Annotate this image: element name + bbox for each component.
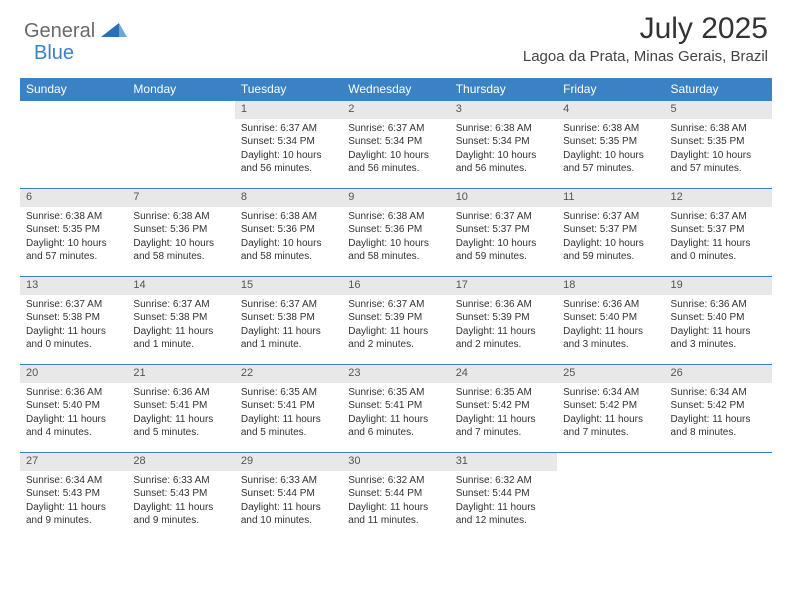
weekday-header: Thursday: [450, 78, 557, 101]
day-detail-row: Sunrise: 6:38 AMSunset: 5:35 PMDaylight:…: [20, 207, 772, 277]
day-detail-cell: Sunrise: 6:38 AMSunset: 5:35 PMDaylight:…: [20, 207, 127, 277]
day-number-cell: 10: [450, 189, 557, 207]
day-number-cell: [20, 101, 127, 119]
day-detail-cell: Sunrise: 6:36 AMSunset: 5:39 PMDaylight:…: [450, 295, 557, 365]
calendar-table: SundayMondayTuesdayWednesdayThursdayFrid…: [20, 78, 772, 541]
day-detail-cell: Sunrise: 6:38 AMSunset: 5:35 PMDaylight:…: [557, 119, 664, 189]
day-number-cell: [127, 101, 234, 119]
day-number-cell: 15: [235, 277, 342, 295]
day-number-cell: 4: [557, 101, 664, 119]
day-detail-cell: Sunrise: 6:38 AMSunset: 5:35 PMDaylight:…: [665, 119, 772, 189]
day-detail-cell: Sunrise: 6:33 AMSunset: 5:44 PMDaylight:…: [235, 471, 342, 541]
day-detail-cell: Sunrise: 6:37 AMSunset: 5:37 PMDaylight:…: [450, 207, 557, 277]
day-number-cell: 31: [450, 453, 557, 471]
day-number-cell: 27: [20, 453, 127, 471]
weekday-header-row: SundayMondayTuesdayWednesdayThursdayFrid…: [20, 78, 772, 101]
day-number-row: 13141516171819: [20, 277, 772, 295]
day-detail-cell: Sunrise: 6:36 AMSunset: 5:40 PMDaylight:…: [665, 295, 772, 365]
day-number-cell: 13: [20, 277, 127, 295]
title-block: July 2025 Lagoa da Prata, Minas Gerais, …: [523, 12, 768, 65]
day-detail-cell: [665, 471, 772, 541]
day-number-row: 12345: [20, 101, 772, 119]
day-number-cell: 23: [342, 365, 449, 383]
header: General Blue July 2025 Lagoa da Prata, M…: [0, 0, 792, 70]
day-detail-cell: Sunrise: 6:37 AMSunset: 5:37 PMDaylight:…: [557, 207, 664, 277]
day-number-row: 20212223242526: [20, 365, 772, 383]
day-number-cell: 30: [342, 453, 449, 471]
location-subtitle: Lagoa da Prata, Minas Gerais, Brazil: [523, 48, 768, 65]
day-detail-cell: Sunrise: 6:38 AMSunset: 5:34 PMDaylight:…: [450, 119, 557, 189]
day-detail-cell: Sunrise: 6:32 AMSunset: 5:44 PMDaylight:…: [450, 471, 557, 541]
logo-text-general: General: [24, 20, 95, 43]
month-title: July 2025: [523, 12, 768, 46]
weekday-header: Friday: [557, 78, 664, 101]
day-number-cell: [665, 453, 772, 471]
day-number-cell: 1: [235, 101, 342, 119]
day-detail-cell: Sunrise: 6:37 AMSunset: 5:34 PMDaylight:…: [342, 119, 449, 189]
day-number-cell: 24: [450, 365, 557, 383]
day-detail-row: Sunrise: 6:37 AMSunset: 5:34 PMDaylight:…: [20, 119, 772, 189]
day-detail-cell: Sunrise: 6:37 AMSunset: 5:38 PMDaylight:…: [127, 295, 234, 365]
day-number-cell: 29: [235, 453, 342, 471]
day-detail-cell: Sunrise: 6:35 AMSunset: 5:41 PMDaylight:…: [235, 383, 342, 453]
day-detail-cell: Sunrise: 6:35 AMSunset: 5:41 PMDaylight:…: [342, 383, 449, 453]
day-number-cell: 5: [665, 101, 772, 119]
day-detail-cell: Sunrise: 6:37 AMSunset: 5:39 PMDaylight:…: [342, 295, 449, 365]
day-detail-row: Sunrise: 6:37 AMSunset: 5:38 PMDaylight:…: [20, 295, 772, 365]
day-detail-cell: Sunrise: 6:36 AMSunset: 5:40 PMDaylight:…: [557, 295, 664, 365]
day-number-cell: 3: [450, 101, 557, 119]
day-detail-row: Sunrise: 6:36 AMSunset: 5:40 PMDaylight:…: [20, 383, 772, 453]
day-number-cell: 21: [127, 365, 234, 383]
day-detail-cell: Sunrise: 6:37 AMSunset: 5:37 PMDaylight:…: [665, 207, 772, 277]
day-detail-cell: Sunrise: 6:34 AMSunset: 5:42 PMDaylight:…: [557, 383, 664, 453]
day-number-cell: 11: [557, 189, 664, 207]
day-detail-cell: Sunrise: 6:36 AMSunset: 5:41 PMDaylight:…: [127, 383, 234, 453]
day-number-cell: 2: [342, 101, 449, 119]
day-detail-cell: Sunrise: 6:37 AMSunset: 5:34 PMDaylight:…: [235, 119, 342, 189]
day-detail-row: Sunrise: 6:34 AMSunset: 5:43 PMDaylight:…: [20, 471, 772, 541]
logo-triangle-icon: [101, 21, 127, 42]
weekday-header: Saturday: [665, 78, 772, 101]
day-number-cell: 25: [557, 365, 664, 383]
weekday-header: Monday: [127, 78, 234, 101]
day-number-cell: 6: [20, 189, 127, 207]
day-number-cell: 12: [665, 189, 772, 207]
day-number-row: 2728293031: [20, 453, 772, 471]
day-number-cell: 9: [342, 189, 449, 207]
logo: General Blue: [24, 20, 127, 43]
weekday-header: Tuesday: [235, 78, 342, 101]
day-number-cell: 26: [665, 365, 772, 383]
day-number-row: 6789101112: [20, 189, 772, 207]
day-number-cell: [557, 453, 664, 471]
day-detail-cell: [127, 119, 234, 189]
day-detail-cell: Sunrise: 6:37 AMSunset: 5:38 PMDaylight:…: [20, 295, 127, 365]
weekday-header: Sunday: [20, 78, 127, 101]
day-number-cell: 7: [127, 189, 234, 207]
day-detail-cell: Sunrise: 6:34 AMSunset: 5:43 PMDaylight:…: [20, 471, 127, 541]
day-number-cell: 20: [20, 365, 127, 383]
day-detail-cell: Sunrise: 6:33 AMSunset: 5:43 PMDaylight:…: [127, 471, 234, 541]
day-number-cell: 8: [235, 189, 342, 207]
day-detail-cell: Sunrise: 6:34 AMSunset: 5:42 PMDaylight:…: [665, 383, 772, 453]
day-number-cell: 28: [127, 453, 234, 471]
day-detail-cell: [557, 471, 664, 541]
weekday-header: Wednesday: [342, 78, 449, 101]
day-number-cell: 18: [557, 277, 664, 295]
day-detail-cell: [20, 119, 127, 189]
day-detail-cell: Sunrise: 6:38 AMSunset: 5:36 PMDaylight:…: [342, 207, 449, 277]
day-detail-cell: Sunrise: 6:38 AMSunset: 5:36 PMDaylight:…: [235, 207, 342, 277]
day-detail-cell: Sunrise: 6:38 AMSunset: 5:36 PMDaylight:…: [127, 207, 234, 277]
day-detail-cell: Sunrise: 6:36 AMSunset: 5:40 PMDaylight:…: [20, 383, 127, 453]
day-detail-cell: Sunrise: 6:37 AMSunset: 5:38 PMDaylight:…: [235, 295, 342, 365]
day-number-cell: 14: [127, 277, 234, 295]
day-number-cell: 19: [665, 277, 772, 295]
day-number-cell: 16: [342, 277, 449, 295]
day-number-cell: 22: [235, 365, 342, 383]
day-number-cell: 17: [450, 277, 557, 295]
logo-text-blue: Blue: [34, 42, 74, 65]
day-detail-cell: Sunrise: 6:35 AMSunset: 5:42 PMDaylight:…: [450, 383, 557, 453]
day-detail-cell: Sunrise: 6:32 AMSunset: 5:44 PMDaylight:…: [342, 471, 449, 541]
